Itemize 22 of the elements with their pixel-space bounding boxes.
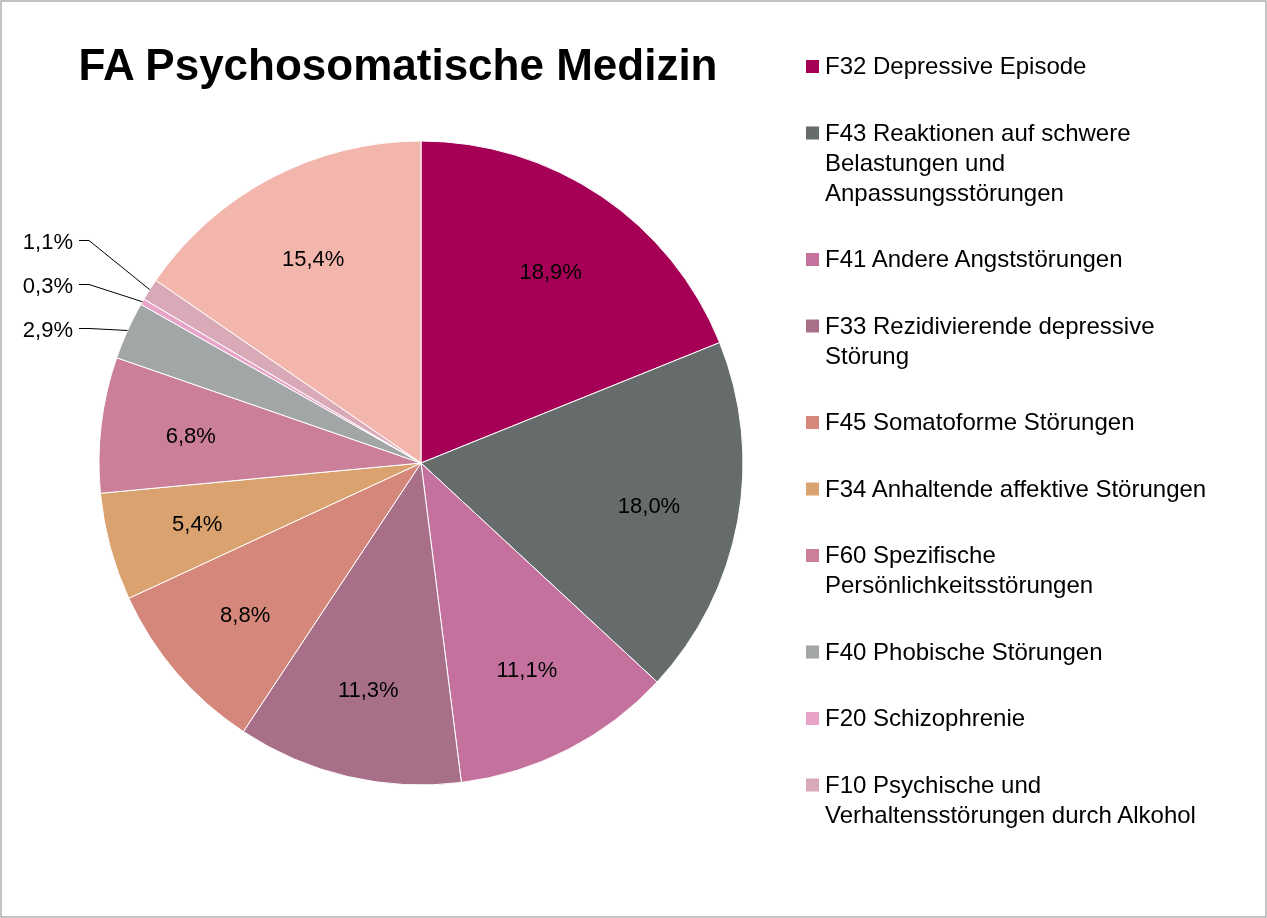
data-label: 0,3% <box>22 272 73 298</box>
legend-label: F43 Reaktionen auf schwere Belastungen und Anpassungsstörungen <box>825 118 1131 206</box>
legend-label: F60 Spezifische Persönlichkeitsstörungen <box>825 541 1094 599</box>
chart-title: FA Psychosomatische Medizin <box>78 40 718 89</box>
legend-label: F10 Psychische und Verhaltensstörungen durch Alkohol <box>825 770 1196 828</box>
legend-label: F41 Andere Angststörungen <box>825 245 1123 273</box>
legend-label: F33 Rezidivierende depressive Störung <box>825 311 1155 369</box>
data-label: 6,8% <box>165 423 216 449</box>
legend-label: F32 Depressive Episode <box>825 52 1087 80</box>
data-label: 18,0% <box>617 493 681 519</box>
data-label: 11,1% <box>496 657 558 683</box>
legend-label: F34 Anhaltende affektive Störungen <box>825 474 1207 502</box>
data-label: 18,9% <box>519 258 582 284</box>
data-label: 5,4% <box>172 511 223 537</box>
legend-label: F45 Somatoforme Störungen <box>825 408 1135 436</box>
data-label: 8,8% <box>220 602 271 628</box>
legend-label: F40 Phobische Störungen <box>825 637 1103 665</box>
data-label: 11,3% <box>337 676 399 702</box>
data-label: 15,4% <box>281 245 345 271</box>
legend-label: F20 Schizophrenie <box>825 704 1026 732</box>
data-label: 2,9% <box>22 316 73 342</box>
data-label: 1,1% <box>22 228 73 254</box>
